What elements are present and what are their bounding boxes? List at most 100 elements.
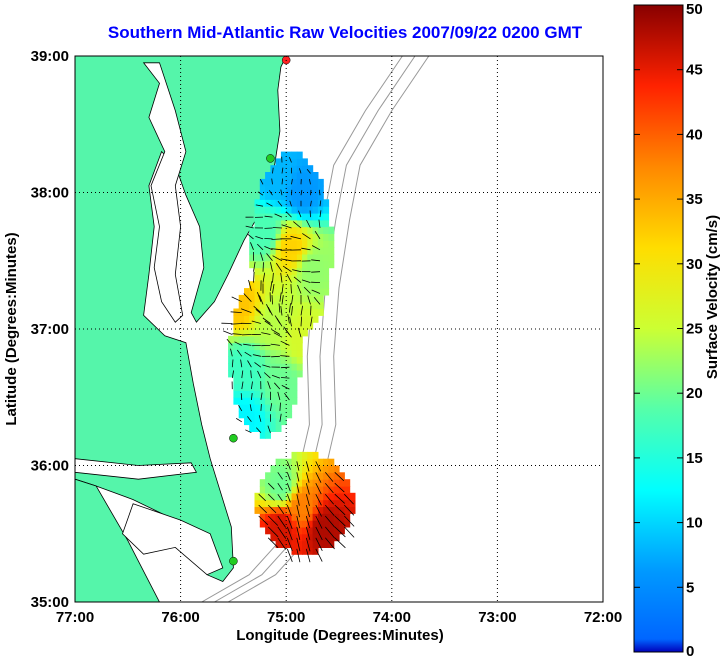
velocity-cell [249,315,256,323]
velocity-cell [233,322,240,330]
velocity-cell [249,233,256,241]
velocity-cell [296,301,303,310]
velocity-cell [270,206,277,214]
velocity-arrow [250,242,254,250]
velocity-arrow [291,295,294,305]
velocity-arrow [296,537,301,552]
velocity-cell [259,424,266,432]
velocity-cell [323,533,330,542]
velocity-cell [275,342,282,351]
velocity-arrow [254,362,262,368]
velocity-arrow [334,515,346,527]
velocity-arrow [231,359,234,368]
velocity-cell [270,253,277,262]
velocity-cell [280,308,287,316]
velocity-cell [296,247,303,255]
velocity-arrow [262,317,271,324]
velocity-cell [265,356,271,364]
velocity-cell [291,479,298,487]
station-marker [266,154,275,163]
velocity-cell [275,158,282,166]
velocity-cell [265,192,271,200]
velocity-arrow [281,295,284,305]
velocity-cell [275,301,282,310]
velocity-cell [275,370,282,378]
velocity-cell [296,185,303,194]
velocity-cell [323,288,330,296]
velocity-cell [265,390,271,398]
velocity-arrow [262,272,266,283]
velocity-arrow [271,248,283,251]
velocity-cell [275,526,282,535]
velocity-cell [280,260,287,269]
colorbar [633,4,684,653]
velocity-cell [286,526,293,535]
velocity-cell [275,506,282,514]
velocity-cell [317,206,324,214]
x-tick-label: 77:00 [56,609,94,626]
velocity-arrow [230,323,242,325]
velocity-cell [280,294,287,303]
velocity-cell [275,410,282,419]
velocity-cell [333,465,340,473]
velocity-arrow [302,233,311,240]
velocity-cell [291,335,298,344]
velocity-cell [275,404,282,412]
velocity-cell [275,458,282,467]
velocity-cell [286,165,293,173]
velocity-cell [323,465,330,473]
velocity-cell [275,520,282,528]
velocity-cell [312,513,319,521]
velocity-cell [254,390,261,398]
velocity-cell [244,390,250,398]
velocity-cell [339,492,345,501]
velocity-arrow [344,504,355,516]
velocity-arrow [300,305,303,316]
y-tick-label: 38:00 [31,185,69,202]
velocity-cell [280,479,287,487]
velocity-cell [280,376,287,385]
velocity-arrow [280,366,290,369]
velocity-cell [249,370,256,378]
velocity-cell [307,465,314,473]
velocity-cell [259,178,266,187]
velocity-cell [238,404,245,412]
velocity-arrow [287,314,290,324]
velocity-cell [254,363,261,371]
velocity-arrow [272,227,283,229]
velocity-cell [275,465,282,473]
velocity-cell [291,465,298,473]
velocity-cell [275,294,282,303]
velocity-cell [270,226,277,234]
velocity-cell [259,390,266,398]
velocity-cell [265,226,271,234]
velocity-cell [344,479,351,487]
velocity-cell [280,397,287,405]
velocity-arrow [274,315,281,324]
velocity-cell [307,294,314,303]
velocity-cell [317,492,324,501]
velocity-cell [265,301,271,310]
velocity-arrow [272,167,274,174]
velocity-cell [302,233,308,241]
velocity-arrow [257,370,262,379]
velocity-cell [317,199,324,207]
velocity-cell [280,342,287,351]
velocity-cell [265,506,271,514]
velocity-arrow [311,289,321,294]
velocity-cell [254,206,261,214]
velocity-cell [286,486,293,494]
velocity-arrow [259,295,264,305]
velocity-arrow [303,286,311,294]
velocity-cell [296,151,303,159]
velocity-cell [254,349,261,357]
velocity-arrow [301,247,311,251]
velocity-cell [312,540,319,548]
velocity-cell [259,513,266,521]
velocity-cell [291,213,298,221]
velocity-cell [317,233,324,241]
velocity-arrow [244,351,252,357]
velocity-cell [323,213,330,221]
velocity-arrow [243,343,252,346]
velocity-cell [333,492,340,501]
